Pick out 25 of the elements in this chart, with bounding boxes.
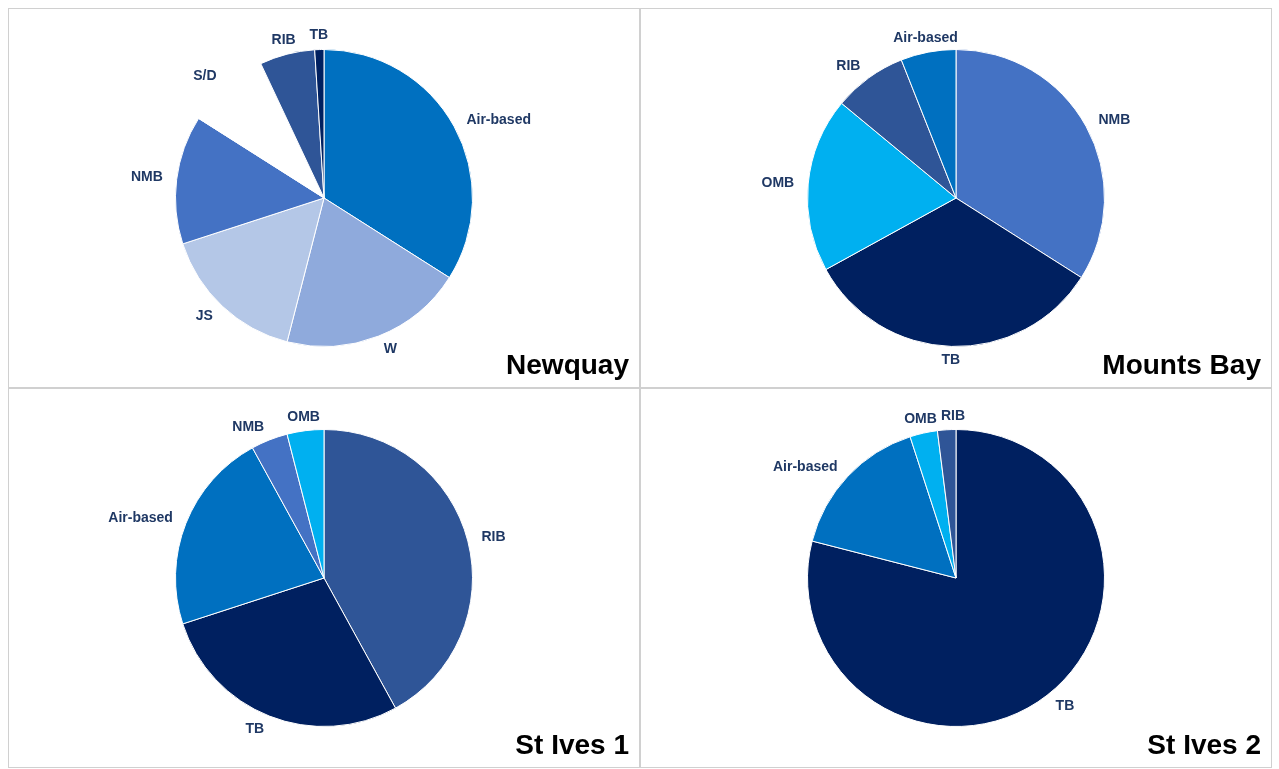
slice-label: OMB	[904, 410, 937, 427]
slice-label: TB	[309, 26, 329, 43]
text: St Ives 1	[515, 729, 629, 761]
slice-label: TB	[1055, 697, 1075, 714]
slice-label: NMB	[232, 417, 265, 434]
slice-label: RIB	[836, 57, 861, 74]
slice-label: JS	[195, 307, 213, 324]
slice-label: NMB	[1098, 110, 1131, 127]
slice-label: Air-based	[466, 110, 531, 127]
slice-label: TB	[941, 351, 961, 368]
text: St Ives 2	[1147, 729, 1261, 761]
slice-label: W	[383, 339, 398, 356]
slice-label: Air-based	[108, 509, 173, 526]
slice-label: Air-based	[772, 457, 838, 474]
slice-label: Air-based	[893, 29, 958, 46]
slice-label: RIB	[940, 406, 966, 423]
slice-label: S/D	[193, 66, 217, 83]
slice-label: RIB	[271, 31, 296, 48]
slice-label: OMB	[287, 407, 320, 424]
slice-label: NMB	[130, 168, 163, 185]
slice-label: RIB	[481, 528, 506, 545]
slice-label: OMB	[761, 173, 795, 190]
slice-label: TB	[245, 719, 265, 736]
text: Newquay	[506, 349, 629, 381]
text: Mounts Bay	[1102, 349, 1261, 381]
